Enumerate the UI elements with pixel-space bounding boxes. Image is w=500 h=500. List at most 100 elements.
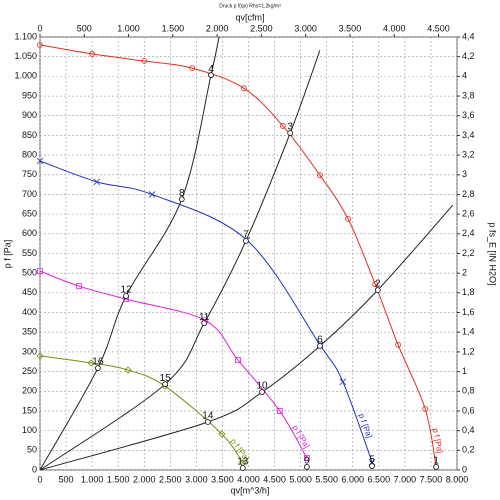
marker [345,215,351,222]
operating-point-label: 15 [160,373,172,384]
x-tick-label: 8.000 [446,474,469,484]
marker [317,172,323,179]
y-tick-label: 750 [22,169,37,179]
x-tick-label: 1.000 [81,474,104,484]
y-tick-label: 300 [22,346,37,356]
operating-point [162,381,169,388]
marker [235,357,241,364]
y2-axis-title: p fs_E [IN H2O] [488,222,498,285]
x-tick-label: 5.000 [289,474,312,484]
y2-tick-label: 4,4 [462,31,475,41]
y2-tick-label: 4 [462,71,467,81]
y-tick-label: 500 [22,268,37,278]
x-tick-label: 2.000 [133,474,156,484]
operating-point [287,130,294,136]
y-tick-label: 950 [22,90,37,100]
operating-point [433,463,440,470]
x-tick-label: 7.000 [394,474,417,484]
y2-tick-label: 3 [462,169,467,179]
marker [395,341,401,348]
y2-tick-label: 2,8 [462,189,475,199]
fan-curve [39,270,308,459]
y-tick-label: 350 [22,327,37,337]
fan-curve [39,44,437,467]
marker [124,366,132,374]
x2-tick-label: 1.000 [117,23,140,33]
x-tick-label: 4.500 [263,474,286,484]
x2-tick-label: 4.000 [383,23,406,33]
y2-tick-label: 1,2 [462,346,475,356]
marker [36,157,44,165]
marker [141,58,148,64]
system-curve [39,50,321,471]
operating-point-label: 16 [92,357,104,368]
y2-tick-label: 1 [462,366,467,376]
x2-tick-label: 0 [37,23,42,33]
operating-point [201,320,208,327]
y2-tick-label: 0,2 [462,445,475,455]
operating-point [239,465,246,471]
x-tick-label: 3.000 [185,474,208,484]
x-tick-label: 5.500 [315,474,338,484]
operating-point-label: 8 [179,188,185,199]
y-tick-label: 800 [22,149,37,159]
y2-tick-label: 0,8 [462,386,475,396]
x-tick-label: 500 [59,474,74,484]
y-axis-title: p f [Pa] [2,240,12,269]
operating-point [303,463,310,470]
y2-tick-label: 2 [462,268,467,278]
marker [422,406,429,412]
chart-title: Druck p f(qv) Rho=1,2kg/m³ [219,3,281,9]
y2-tick-label: 3,8 [462,90,475,100]
y-tick-label: 400 [22,307,37,317]
y2-tick-label: 1,6 [462,307,475,317]
x2-tick-label: 4.500 [427,23,450,33]
operating-point-label: 14 [202,411,214,422]
marker [372,281,379,288]
operating-point [94,365,101,371]
y2-tick-label: 2,2 [462,248,475,258]
operating-point-label: 10 [256,381,268,392]
y-tick-label: 450 [22,287,37,297]
fan-curve [39,355,244,464]
marker [37,41,43,48]
operating-point-label: 12 [120,285,132,296]
x-tick-label: 6.500 [368,474,391,484]
y2-tick-label: 2,4 [462,228,475,238]
system-curve [39,204,454,471]
x2-tick-label: 3.500 [339,23,362,33]
y2-tick-label: 0,4 [462,425,475,435]
operating-point-label: 7 [243,230,249,241]
operating-point [374,287,381,294]
y2-tick-label: 3,4 [462,130,475,140]
y-tick-label: 850 [22,130,37,140]
y2-tick-label: 0,6 [462,405,475,415]
operating-point [369,463,375,469]
y2-tick-label: 3,6 [462,110,475,120]
y-tick-label: 250 [22,366,37,376]
y-tick-label: 550 [22,248,37,258]
x-tick-label: 4.000 [237,474,260,484]
x2-tick-label: 2.000 [206,23,229,33]
marker [303,455,310,462]
marker [189,65,196,71]
marker [36,352,44,360]
operating-point [259,389,265,395]
x-tick-label: 0 [37,474,42,484]
operating-point [204,419,211,425]
operating-point-label: 11 [199,312,210,323]
x-tick-label: 1.500 [107,474,130,484]
operating-point [242,238,249,244]
marker [218,430,226,438]
x2-tick-label: 2.500 [250,23,273,33]
x-tick-label: 7.500 [420,474,443,484]
marker [339,378,347,386]
curve-label: p f [Pa] [291,424,311,450]
y-tick-label: 150 [22,405,37,415]
x-tick-label: 2.500 [159,474,182,484]
operating-point-label: 1 [433,455,439,466]
x2-tick-label: 3.000 [294,23,317,33]
operating-point [317,343,323,349]
y-tick-label: 50 [27,445,37,455]
